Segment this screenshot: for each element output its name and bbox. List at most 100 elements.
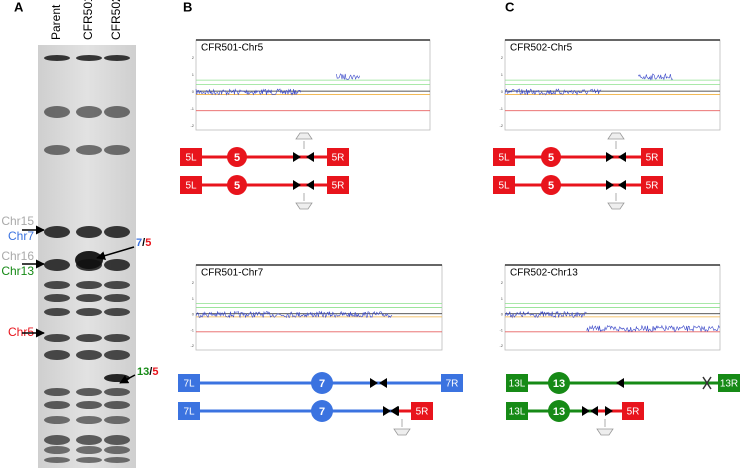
insertion-icon — [607, 193, 625, 210]
gel-band — [104, 308, 130, 316]
centromere-label: 7 — [319, 378, 325, 390]
inverted-repeat — [618, 180, 626, 190]
gel-band — [104, 106, 130, 118]
lane-label: Parent — [49, 4, 63, 40]
telomere-box — [327, 148, 349, 166]
telomere-label: 5L — [185, 181, 197, 192]
plot-tick: 2 — [501, 280, 504, 285]
plot-tick: 2 — [192, 55, 195, 60]
insertion-icon — [607, 132, 625, 149]
gel-band — [104, 350, 130, 360]
signal — [638, 72, 673, 81]
telomere-label: 7R — [446, 379, 459, 390]
band-label: Chr7 — [8, 229, 34, 243]
gel-band — [44, 350, 70, 360]
gel-band — [44, 334, 70, 342]
plot-tick: -2 — [499, 343, 503, 348]
gel-band — [104, 416, 130, 424]
plot-tick: -1 — [190, 106, 194, 111]
centromere — [311, 400, 333, 422]
gel-band — [76, 446, 102, 454]
telomere-label: 5R — [627, 407, 640, 418]
centromere — [541, 175, 561, 195]
plot-tick: -1 — [190, 327, 194, 332]
gel-band — [44, 416, 70, 424]
telomere-label: 5L — [498, 153, 510, 164]
centromere — [541, 147, 561, 167]
gel-band — [104, 281, 130, 289]
inverted-repeat — [306, 180, 314, 190]
gel-band — [44, 281, 70, 289]
gel-band — [44, 435, 70, 445]
plot-title: CFR502-Chr5 — [510, 43, 573, 54]
gel-band — [76, 281, 102, 289]
signal — [336, 73, 360, 81]
gel-band — [44, 388, 70, 396]
centromere-label: 5 — [548, 152, 554, 164]
telomere-label: 5R — [332, 153, 345, 164]
telomere-box — [180, 176, 202, 194]
centromere — [227, 147, 247, 167]
gel-band — [76, 435, 102, 445]
gel-band — [76, 457, 102, 463]
insertion-icon — [295, 132, 313, 149]
centromere-label: 13 — [553, 378, 565, 390]
telomere-box — [178, 374, 200, 392]
gel-band — [44, 457, 70, 463]
centromere — [311, 372, 333, 394]
gel-band — [44, 106, 70, 118]
inverted-repeat — [618, 152, 626, 162]
plot-tick: 1 — [192, 296, 195, 301]
annotation-part: / — [149, 366, 152, 378]
inverted-repeat — [390, 406, 398, 416]
annotation-part: 5 — [152, 366, 158, 378]
telomere-label: 5R — [332, 181, 345, 192]
telomere-box — [641, 148, 663, 166]
gel-band — [44, 259, 70, 271]
insertion-icon — [596, 419, 614, 436]
annotation-part: 5 — [145, 237, 151, 249]
centromere — [548, 372, 570, 394]
plot-tick: 2 — [192, 280, 195, 285]
telomere-label: 13R — [720, 379, 738, 390]
gel-band — [104, 388, 130, 396]
centromere — [548, 400, 570, 422]
gel-band — [44, 308, 70, 316]
gel-band — [44, 446, 70, 454]
plot-tick: 0 — [192, 89, 195, 94]
telomere-box — [622, 402, 644, 420]
telomere-label: 13L — [509, 379, 526, 390]
plot-tick: 0 — [501, 89, 504, 94]
telomere-box — [506, 374, 528, 392]
telomere-label: 5R — [416, 407, 429, 418]
signal — [504, 310, 587, 319]
gel-band — [104, 401, 130, 409]
gel-band — [76, 106, 102, 118]
telomere-label: 5L — [498, 181, 510, 192]
gel-band — [104, 294, 130, 302]
gel-band — [76, 350, 102, 360]
plot-tick: -1 — [499, 327, 503, 332]
inverted-repeat — [616, 378, 624, 388]
arrow — [96, 246, 135, 261]
gel-band — [76, 401, 102, 409]
gel-band — [76, 388, 102, 396]
gel-band — [44, 55, 70, 61]
telomere-box — [641, 176, 663, 194]
inverted-repeat — [306, 152, 314, 162]
inverted-repeat — [590, 406, 598, 416]
plot-tick: -2 — [190, 343, 194, 348]
lane-label: CFR501 — [81, 0, 95, 40]
gel-band — [44, 294, 70, 302]
gel-band — [76, 308, 102, 316]
band-label: Chr5 — [8, 325, 34, 339]
telomere-label: 7L — [183, 407, 195, 418]
gel-band — [76, 145, 102, 155]
insertion-icon — [295, 193, 313, 210]
panel-label: C — [505, 0, 515, 14]
telomere-label: 13L — [509, 407, 526, 418]
gel-band — [104, 334, 130, 342]
inverted-repeat — [379, 378, 387, 388]
telomere-box — [180, 148, 202, 166]
inverted-repeat — [606, 180, 614, 190]
